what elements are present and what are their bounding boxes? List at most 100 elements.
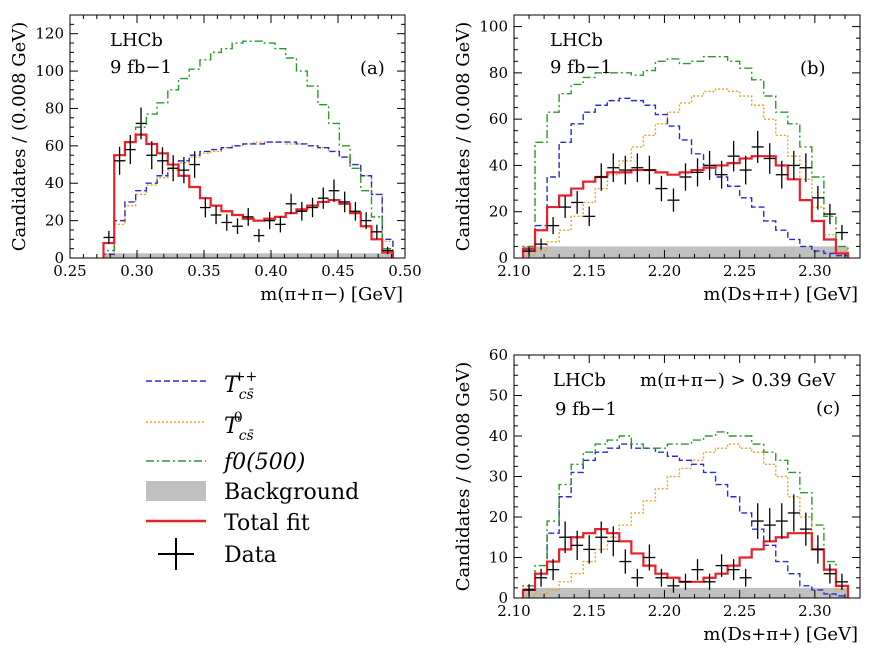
legend-label-total: Total fit [224, 511, 310, 536]
y-tick-label: 10 [489, 549, 508, 567]
data-point [631, 153, 644, 183]
data-point [559, 196, 572, 218]
data-point [679, 163, 692, 191]
y-tick-label: 40 [489, 427, 508, 445]
data-point [103, 230, 115, 244]
series-f0 [522, 55, 849, 258]
y-tick-label: 80 [45, 99, 64, 117]
x-tick-label: 2.15 [573, 262, 606, 280]
data-point [547, 559, 560, 581]
experiment-label: LHCb [550, 30, 603, 51]
data-point [199, 197, 211, 218]
data-point [619, 155, 632, 185]
data-point [667, 188, 680, 212]
panel-label: (c) [816, 398, 840, 419]
data-point [523, 247, 536, 255]
data-point [583, 206, 596, 227]
legend-label-f0: f0(500) [222, 450, 305, 475]
legend-label-background: Background [224, 480, 359, 505]
legend: Tcs̄++ Tcs̄0 f0(500) Background Total fi… [146, 369, 359, 570]
x-tick-label: 2.25 [723, 602, 756, 620]
y-tick-label: 40 [45, 174, 64, 192]
data-point [619, 549, 632, 574]
data-point [703, 150, 716, 181]
y-tick-label: 20 [45, 212, 64, 230]
data-point [210, 205, 222, 225]
data-point [328, 179, 340, 202]
x-tick-label: 0.45 [321, 262, 354, 280]
data-point [242, 207, 254, 226]
selection-cut-label: m(π+π−) > 0.39 GeV [640, 370, 836, 391]
data-point [763, 143, 776, 174]
y-axis-label: Candidates / (0.008 GeV) [453, 362, 474, 592]
series-f0 [102, 40, 394, 258]
plot-frame [513, 14, 861, 259]
data-point [157, 147, 168, 175]
data-point [146, 141, 158, 170]
y-axis-label: Candidates / (0.008 GeV) [9, 22, 30, 252]
y-tick-label: 0 [498, 249, 508, 267]
data-point [691, 158, 704, 187]
data-point [571, 530, 584, 560]
data-point [124, 135, 136, 165]
data-point [835, 573, 848, 590]
x-tick-label: 0.40 [254, 262, 287, 280]
series-total [521, 528, 850, 598]
data-point [595, 163, 608, 191]
x-tick-label: 2.10 [497, 602, 530, 620]
data-point [317, 187, 329, 209]
data-point [655, 175, 668, 202]
data-point [135, 107, 147, 140]
data-point [595, 521, 608, 554]
y-tick-label: 60 [45, 137, 64, 155]
data-point [232, 218, 243, 235]
data-point [275, 216, 286, 233]
legend-label-tcss-0: Tcs̄0 [224, 410, 254, 444]
data-point [643, 155, 656, 185]
data-point [811, 186, 824, 210]
data-point [799, 153, 812, 183]
data-point [360, 212, 372, 230]
data-point [189, 151, 200, 178]
data-point [350, 201, 361, 221]
series-tcss-pp [522, 97, 849, 258]
experiment-label: LHCb [110, 30, 163, 51]
data-point [382, 246, 393, 255]
legend-label-data: Data [224, 543, 277, 568]
series-tcss-0 [522, 443, 849, 598]
data-point [787, 494, 800, 532]
series-total [102, 133, 395, 258]
x-tick-label: 2.30 [798, 262, 831, 280]
x-tick-label: 0.35 [187, 262, 220, 280]
series-f0 [522, 431, 849, 598]
data-point [727, 559, 740, 581]
data-point [547, 217, 560, 235]
series-tcss-0 [522, 88, 849, 258]
panel-label: (a) [360, 58, 385, 79]
data-point [751, 130, 764, 163]
x-tick-label: 0.30 [120, 262, 153, 280]
legend-swatch-data [158, 538, 194, 570]
luminosity-label: 9 fb−1 [550, 57, 612, 78]
y-axis-label: Candidates / (0.008 GeV) [453, 22, 474, 252]
data-point [643, 544, 656, 571]
panel-b: 2.10 2.15 2.20 2.25 2.30 0 20 40 60 80 100 m(Ds+π+)… [453, 14, 861, 305]
plot-frame [513, 354, 861, 599]
data-point [523, 584, 536, 596]
data-point [715, 554, 728, 577]
data-point [727, 140, 740, 172]
y-tick-label: 120 [35, 25, 64, 43]
data-point [167, 155, 179, 182]
y-tick-label: 60 [489, 346, 508, 364]
data-point [691, 559, 704, 581]
data-point [631, 568, 644, 587]
data-point [823, 203, 836, 225]
luminosity-label: 9 fb−1 [555, 399, 617, 420]
panel-a: 0.25 0.30 0.35 0.40 0.45 0.50 0 20 40 60 80 100 120 m… [9, 14, 422, 305]
data-point [835, 224, 848, 241]
data-point [739, 155, 752, 185]
luminosity-label: 9 fb−1 [110, 57, 172, 78]
background-band [103, 253, 393, 258]
data-point [667, 578, 680, 593]
data-point [371, 224, 383, 239]
